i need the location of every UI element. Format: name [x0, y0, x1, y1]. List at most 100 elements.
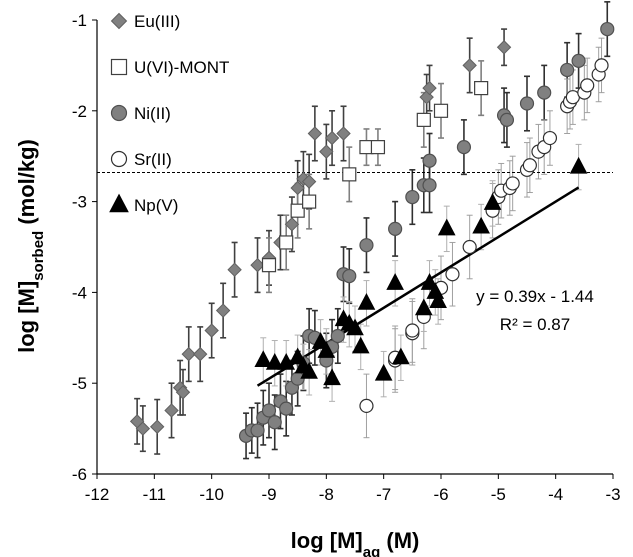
point-ni-ii — [499, 112, 515, 127]
point-eu-iii — [250, 257, 265, 273]
point-ni-ii — [388, 221, 403, 236]
point-np-v — [277, 352, 296, 370]
point-sr-ii — [580, 78, 595, 93]
y-tick-label: -3 — [72, 193, 87, 212]
point-u-vi-mont — [433, 103, 449, 118]
x-axis-title: log [M]aq (M) — [291, 528, 420, 557]
point-ni-ii — [519, 96, 535, 111]
point-eu-iii — [192, 346, 208, 362]
point-np-v — [323, 368, 341, 386]
legend-label-u-vi-mont: U(VI)-MONT — [134, 58, 229, 77]
x-tick-label: -6 — [433, 485, 448, 504]
point-ni-ii — [456, 140, 472, 155]
x-tick-label: -12 — [85, 485, 110, 504]
point-eu-iii — [319, 144, 334, 159]
point-eu-iii — [175, 385, 191, 400]
point-ni-ii — [405, 189, 420, 205]
point-ni-ii — [342, 268, 357, 284]
legend-marker-np-v — [109, 193, 129, 213]
x-ticks: -12 -11 -10 -9 -8 -7 -6 -5 -4 -3 — [85, 474, 621, 504]
point-eu-iii — [301, 174, 317, 189]
legend-label-sr-ii: Sr(II) — [134, 150, 172, 169]
point-np-v — [429, 291, 447, 308]
point-u-vi-mont — [370, 140, 386, 155]
x-tick-label: -11 — [143, 485, 166, 504]
trend-equation-label: y = 0.39x - 1.44 — [476, 287, 594, 306]
point-ni-ii — [571, 53, 586, 68]
point-np-v — [569, 156, 588, 174]
point-ni-ii — [600, 21, 615, 37]
point-np-v — [437, 218, 456, 236]
point-eu-iii — [181, 346, 196, 362]
x-tick-label: -9 — [261, 485, 276, 504]
point-np-v — [374, 363, 393, 381]
point-ni-ii — [359, 238, 374, 253]
point-eu-iii — [324, 130, 340, 146]
point-u-vi-mont — [261, 258, 277, 273]
point-ni-ii — [422, 178, 437, 193]
x-tick-label: -7 — [376, 485, 391, 504]
point-np-v — [357, 293, 376, 310]
point-np-v — [483, 193, 502, 210]
point-np-v — [392, 347, 410, 365]
point-eu-iii — [204, 323, 219, 338]
y-tick-label: -4 — [72, 283, 87, 302]
point-eu-iii — [336, 126, 351, 141]
point-np-v — [265, 352, 284, 370]
point-u-vi-mont — [302, 194, 317, 209]
x-tick-label: -3 — [605, 485, 620, 504]
point-ni-ii — [330, 328, 345, 344]
point-eu-iii — [215, 303, 231, 318]
x-tick-label: -5 — [491, 485, 506, 504]
legend: Eu(III) U(VI)-MONT Ni(II) Sr(II) Np(V) — [109, 12, 229, 215]
point-ni-ii — [279, 401, 294, 416]
legend-label-ni-ii: Ni(II) — [134, 104, 171, 123]
point-np-v — [414, 298, 433, 316]
x-tick-label: -10 — [199, 485, 224, 504]
point-u-vi-mont — [474, 80, 489, 96]
y-tick-label: -5 — [72, 374, 87, 393]
legend-label-eu-iii: Eu(III) — [134, 12, 180, 31]
point-sr-ii — [594, 58, 609, 73]
point-u-vi-mont — [342, 167, 357, 182]
point-np-v — [300, 362, 318, 379]
point-sr-ii — [462, 239, 477, 255]
point-eu-iii — [290, 180, 305, 196]
point-ni-ii — [422, 153, 437, 168]
y-axis-title: log [M]sorbed (mol/kg) — [14, 139, 47, 353]
point-eu-iii — [135, 421, 151, 436]
point-sr-ii — [405, 323, 420, 338]
point-ni-ii — [267, 415, 282, 430]
point-sr-ii — [542, 130, 558, 146]
point-eu-iii — [284, 217, 300, 232]
point-np-v — [346, 318, 364, 336]
point-ni-ii — [560, 62, 575, 78]
point-np-v — [254, 350, 273, 367]
legend-label-np-v: Np(V) — [134, 196, 178, 215]
point-ni-ii — [250, 423, 265, 438]
point-sr-ii — [445, 267, 460, 282]
point-sr-ii — [505, 176, 520, 191]
y-tick-label: -2 — [72, 102, 87, 121]
data-points — [129, 21, 615, 443]
point-eu-iii — [422, 80, 437, 96]
x-tick-label: -8 — [319, 485, 334, 504]
point-ni-ii — [537, 85, 552, 100]
legend-marker-ni-ii — [110, 104, 128, 122]
point-eu-iii — [496, 40, 512, 55]
legend-marker-sr-ii — [110, 150, 128, 168]
legend-marker-eu-iii — [110, 12, 128, 30]
point-np-v — [386, 273, 404, 290]
axes — [96, 20, 613, 475]
point-u-vi-mont — [416, 112, 431, 127]
point-np-v — [472, 216, 490, 234]
point-eu-iii — [462, 58, 477, 73]
trend-line — [256, 186, 580, 387]
point-np-v — [351, 336, 370, 354]
point-sr-ii — [522, 158, 537, 173]
point-eu-iii — [164, 403, 179, 418]
point-eu-iii — [227, 262, 242, 277]
x-tick-label: -4 — [548, 485, 563, 504]
point-sr-ii — [359, 398, 374, 413]
y-tick-label: -6 — [72, 465, 87, 484]
